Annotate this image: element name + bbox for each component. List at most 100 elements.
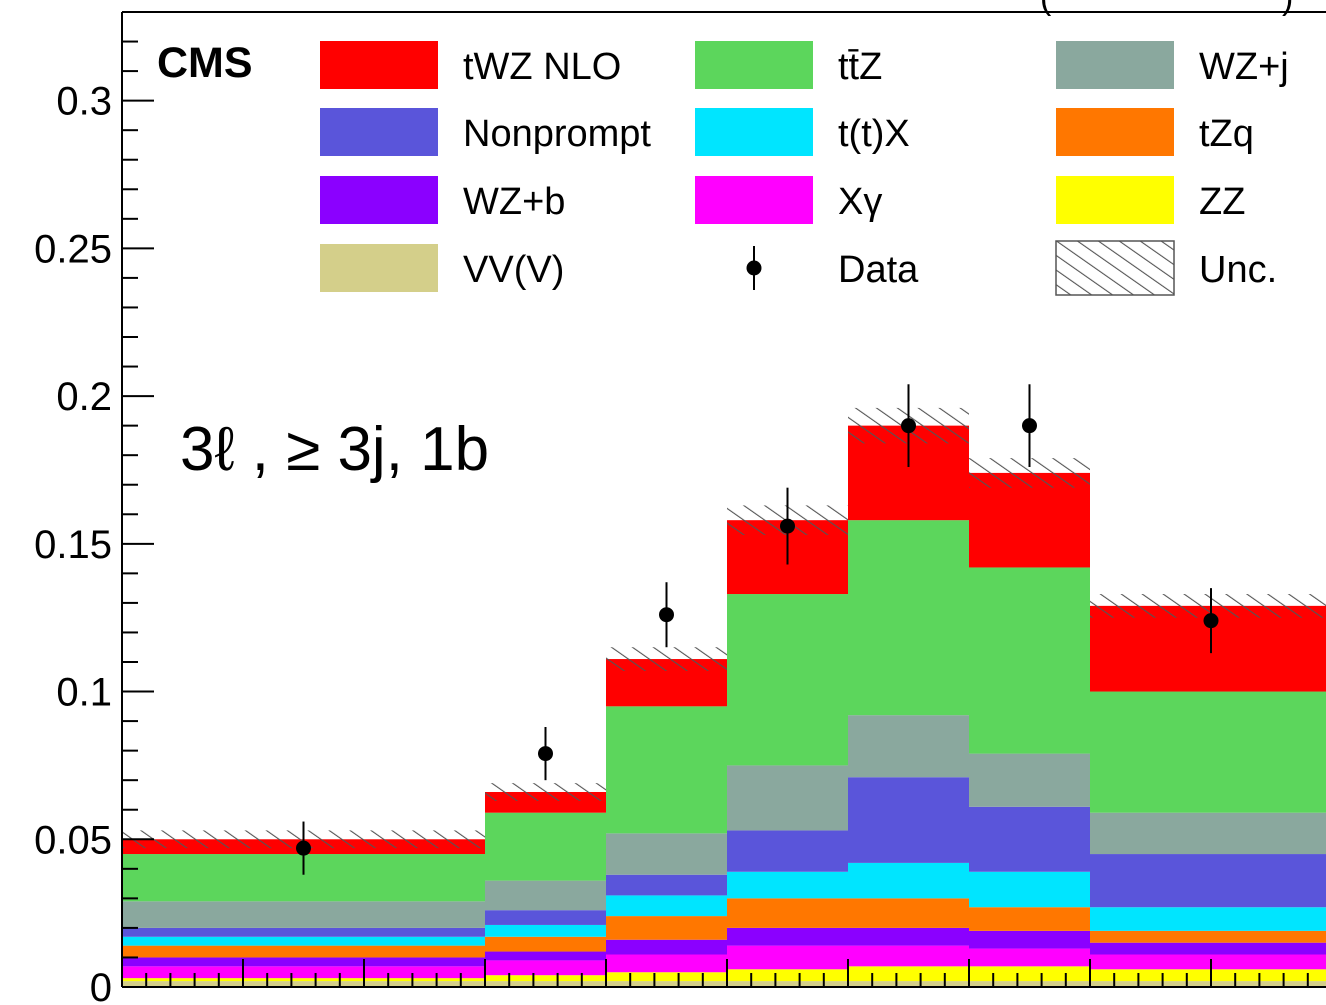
legend-swatch-5 [1056,108,1174,156]
bar-3-2 [606,939,727,955]
bar-0-0 [122,981,485,987]
title-partial-left: ( [1040,0,1052,17]
legend-swatch-7 [695,176,813,224]
legend-swatch-3 [320,108,438,156]
legend-label-5: tZq [1199,113,1254,155]
legend-swatch-9 [320,244,438,292]
bar-0-1 [485,981,606,987]
bar-1-3 [727,969,848,982]
bar-2-3 [727,945,848,970]
bar-7-0 [122,901,485,928]
bar-0-3 [727,981,848,987]
bar-1-4 [848,966,969,982]
bar-8-2 [606,706,727,834]
bar-2-4 [848,945,969,967]
y-tick-label-1: 0.05 [34,818,112,862]
bar-5-4 [848,862,969,899]
legend-swatch-6 [320,176,438,224]
data-point-2 [659,607,674,623]
legend: tWZ NLO tt̄Z WZ+j Nonprompt t(t)X tZq WZ+b Xγ ZZ… [320,41,1289,296]
y-tick-label-3: 0.15 [34,523,112,567]
region-label: 3ℓ , ≥ 3j, 1b [180,415,489,484]
bar-1-6 [1090,969,1326,982]
bar-5-1 [485,924,606,937]
legend-label-6: WZ+b [463,181,565,223]
bar-2-2 [606,954,727,973]
bar-4-6 [1090,930,1326,943]
bar-3-3 [727,927,848,946]
bar-0-2 [606,981,727,987]
data-point-6 [1203,613,1219,629]
bar-9-5 [969,472,1090,568]
cms-label: CMS [157,39,253,87]
bar-6-5 [969,806,1090,872]
legend-label-11: Unc. [1199,249,1277,291]
bar-1-2 [606,972,727,982]
data-point-5 [1022,418,1037,434]
bar-2-5 [969,948,1090,967]
legend-label-8: ZZ [1199,181,1245,223]
legend-label-3: Nonprompt [463,113,651,155]
unc-band-2 [606,647,727,671]
bar-7-6 [1090,812,1326,855]
bar-8-5 [969,567,1090,754]
unc-band-6 [1090,594,1326,618]
bar-7-4 [848,715,969,778]
bar-4-5 [969,907,1090,931]
bar-1-5 [969,966,1090,982]
bar-8-3 [727,594,848,766]
bar-2-0 [122,966,485,979]
bar-4-3 [727,898,848,928]
bar-1-0 [122,978,485,982]
title-partial-right: ) [1282,0,1293,17]
legend-label-1: tt̄Z [838,46,882,88]
legend-swatch-1 [695,41,813,89]
legend-label-10: Data [838,249,919,291]
y-tick-label-5: 0.25 [34,227,112,271]
bar-5-3 [727,871,848,899]
legend-label-4: t(t)X [838,113,910,155]
bar-7-3 [727,765,848,831]
bar-3-6 [1090,942,1326,955]
bar-2-6 [1090,954,1326,970]
bar-3-1 [485,951,606,961]
bar-3-4 [848,927,969,946]
bar-4-4 [848,898,969,928]
bar-6-6 [1090,854,1326,908]
bar-6-0 [122,927,485,937]
bar-4-1 [485,936,606,952]
legend-label-7: Xγ [838,181,882,223]
bar-8-6 [1090,691,1326,813]
legend-unc-swatch [1055,240,1175,296]
data-point-0 [296,840,311,856]
bar-3-0 [122,957,485,967]
bar-5-0 [122,936,485,946]
legend-swatch-0 [320,41,438,89]
bar-6-3 [727,830,848,872]
y-tick-label-4: 0.2 [56,375,112,419]
bar-1-1 [485,975,606,982]
unc-band-1 [485,783,606,801]
legend-label-9: VV(V) [463,249,564,291]
bar-7-1 [485,880,606,911]
bar-4-2 [606,916,727,940]
bar-0-6 [1090,981,1326,987]
legend-data-marker [746,260,762,276]
bar-0-5 [969,981,1090,987]
data-point-3 [780,518,795,534]
legend-swatch-2 [1056,41,1174,89]
bar-6-1 [485,910,606,925]
bar-8-1 [485,812,606,881]
y-tick-label-6: 0.3 [56,80,112,124]
legend-label-2: WZ+j [1199,46,1289,88]
y-tick-label-2: 0.1 [56,671,112,715]
data-point-1 [538,746,553,762]
bar-3-5 [969,930,1090,949]
bar-8-4 [848,520,969,716]
bar-5-6 [1090,907,1326,931]
legend-swatch-8 [1056,176,1174,224]
bar-7-2 [606,833,727,875]
legend-swatch-4 [695,108,813,156]
bar-4-0 [122,945,485,958]
